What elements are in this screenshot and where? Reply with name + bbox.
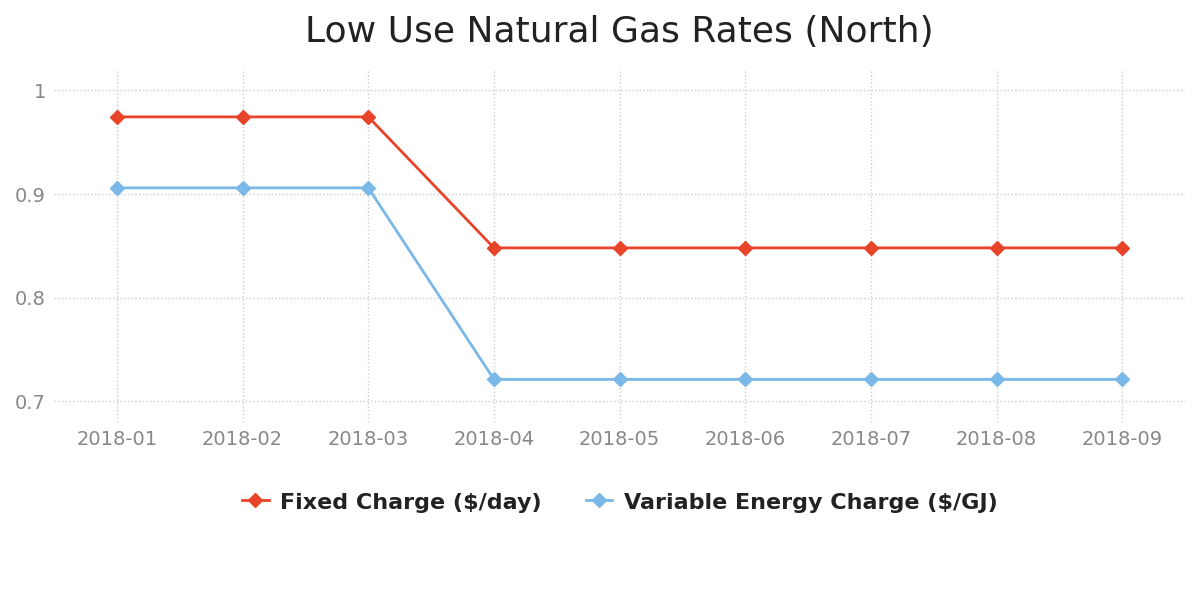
Fixed Charge ($/day) xyxy=(487,244,502,251)
Variable Energy Charge ($/GJ) xyxy=(110,184,125,191)
Variable Energy Charge ($/GJ) xyxy=(361,184,376,191)
Fixed Charge ($/day) xyxy=(1115,244,1129,251)
Line: Fixed Charge ($/day): Fixed Charge ($/day) xyxy=(112,112,1127,253)
Fixed Charge ($/day) xyxy=(864,244,878,251)
Variable Energy Charge ($/GJ) xyxy=(989,376,1003,383)
Fixed Charge ($/day) xyxy=(612,244,626,251)
Variable Energy Charge ($/GJ) xyxy=(612,376,626,383)
Fixed Charge ($/day) xyxy=(235,113,250,121)
Fixed Charge ($/day) xyxy=(110,113,125,121)
Fixed Charge ($/day) xyxy=(989,244,1003,251)
Variable Energy Charge ($/GJ) xyxy=(487,376,502,383)
Variable Energy Charge ($/GJ) xyxy=(738,376,752,383)
Title: Low Use Natural Gas Rates (North): Low Use Natural Gas Rates (North) xyxy=(305,15,934,49)
Legend: Fixed Charge ($/day), Variable Energy Charge ($/GJ): Fixed Charge ($/day), Variable Energy Ch… xyxy=(233,482,1006,521)
Variable Energy Charge ($/GJ) xyxy=(1115,376,1129,383)
Fixed Charge ($/day) xyxy=(361,113,376,121)
Line: Variable Energy Charge ($/GJ): Variable Energy Charge ($/GJ) xyxy=(112,183,1127,384)
Variable Energy Charge ($/GJ) xyxy=(864,376,878,383)
Fixed Charge ($/day) xyxy=(738,244,752,251)
Variable Energy Charge ($/GJ) xyxy=(235,184,250,191)
